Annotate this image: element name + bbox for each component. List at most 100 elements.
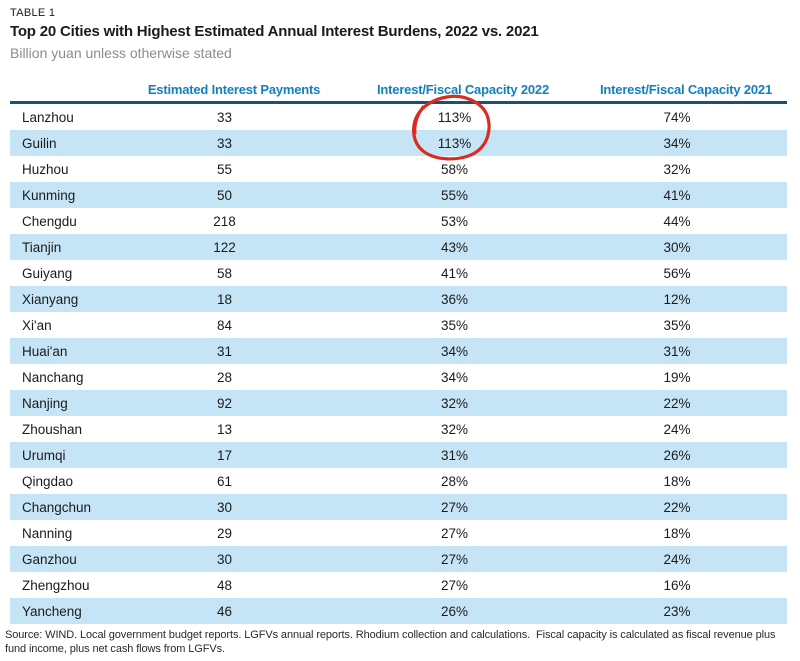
table-row: Ganzhou 30 27% 24%: [10, 546, 787, 572]
interest-fiscal-capacity-2021-cell: 74%: [663, 109, 691, 125]
city-cell: Zhoushan: [22, 421, 83, 437]
interest-fiscal-capacity-2021-cell: 56%: [663, 265, 691, 281]
city-cell: Qingdao: [22, 473, 74, 489]
city-cell: Nanjing: [22, 395, 68, 411]
table-row: Xianyang 18 36% 12%: [10, 286, 787, 312]
estimated-interest-payments-cell: 61: [216, 473, 233, 489]
city-cell: Huzhou: [22, 161, 69, 177]
column-header-interest-fiscal-capacity-2022: Interest/Fiscal Capacity 2022: [377, 82, 549, 97]
table-title: Top 20 Cities with Highest Estimated Ann…: [10, 23, 539, 40]
city-cell: Chengdu: [22, 213, 77, 229]
estimated-interest-payments-cell: 122: [213, 239, 236, 255]
interest-fiscal-capacity-2021-cell: 30%: [663, 239, 691, 255]
table-number-label: TABLE 1: [10, 7, 56, 19]
interest-fiscal-capacity-2022-cell: 31%: [440, 447, 469, 463]
estimated-interest-payments-cell: 55: [216, 161, 233, 177]
interest-fiscal-capacity-2022-cell: 27%: [440, 577, 469, 593]
interest-fiscal-capacity-2021-cell: 44%: [663, 213, 691, 229]
table-row: Nanning 29 27% 18%: [10, 520, 787, 546]
table-row: Qingdao 61 28% 18%: [10, 468, 787, 494]
estimated-interest-payments-cell: 33: [216, 109, 233, 125]
estimated-interest-payments-cell: 46: [216, 603, 233, 619]
table-row: Chengdu 218 53% 44%: [10, 208, 787, 234]
interest-fiscal-capacity-2021-cell: 26%: [663, 447, 691, 463]
interest-fiscal-capacity-2022-cell: 53%: [440, 213, 469, 229]
interest-fiscal-capacity-2022-cell: 113%: [437, 135, 472, 151]
table-row: Lanzhou 33 113% 74%: [10, 104, 787, 130]
table-row: Yancheng 46 26% 23%: [10, 598, 787, 624]
interest-fiscal-capacity-2021-cell: 22%: [663, 499, 691, 515]
estimated-interest-payments-cell: 18: [216, 291, 233, 307]
interest-fiscal-capacity-2021-cell: 12%: [663, 291, 691, 307]
interest-fiscal-capacity-2021-cell: 18%: [663, 525, 691, 541]
city-cell: Guilin: [22, 135, 57, 151]
interest-fiscal-capacity-2022-cell: 35%: [440, 317, 469, 333]
table-row: Guiyang 58 41% 56%: [10, 260, 787, 286]
header-rule: [10, 101, 787, 104]
city-cell: Zhengzhou: [22, 577, 90, 593]
interest-fiscal-capacity-2021-cell: 34%: [663, 135, 691, 151]
interest-fiscal-capacity-2022-cell: 41%: [440, 265, 469, 281]
estimated-interest-payments-cell: 30: [216, 499, 233, 515]
table-row: Changchun 30 27% 22%: [10, 494, 787, 520]
interest-fiscal-capacity-2022-cell: 34%: [440, 369, 469, 385]
estimated-interest-payments-cell: 48: [216, 577, 233, 593]
interest-fiscal-capacity-2022-cell: 26%: [440, 603, 469, 619]
interest-fiscal-capacity-2022-cell: 43%: [440, 239, 469, 255]
table-row: Huzhou 55 58% 32%: [10, 156, 787, 182]
interest-fiscal-capacity-2022-cell: 55%: [440, 187, 469, 203]
interest-fiscal-capacity-2021-cell: 22%: [663, 395, 691, 411]
interest-fiscal-capacity-2022-cell: 34%: [440, 343, 469, 359]
city-cell: Huai'an: [22, 343, 68, 359]
city-cell: Changchun: [22, 499, 92, 515]
city-cell: Nanchang: [22, 369, 84, 385]
estimated-interest-payments-cell: 92: [216, 395, 233, 411]
interest-fiscal-capacity-2021-cell: 24%: [663, 551, 691, 567]
table-subtitle: Billion yuan unless otherwise stated: [10, 45, 232, 61]
table-row: Huai'an 31 34% 31%: [10, 338, 787, 364]
table-row: Nanjing 92 32% 22%: [10, 390, 787, 416]
interest-fiscal-capacity-2021-cell: 24%: [663, 421, 691, 437]
interest-fiscal-capacity-2022-cell: 28%: [440, 473, 469, 489]
city-cell: Xianyang: [22, 291, 79, 307]
interest-fiscal-capacity-2021-cell: 31%: [663, 343, 691, 359]
interest-fiscal-capacity-2022-cell: 32%: [440, 395, 469, 411]
city-cell: Ganzhou: [22, 551, 77, 567]
interest-fiscal-capacity-2022-cell: 27%: [440, 525, 469, 541]
estimated-interest-payments-cell: 29: [216, 525, 233, 541]
estimated-interest-payments-cell: 13: [216, 421, 233, 437]
interest-fiscal-capacity-2022-cell: 36%: [440, 291, 469, 307]
data-table: Estimated Interest Payments Interest/Fis…: [10, 76, 787, 624]
column-header-estimated-interest-payments: Estimated Interest Payments: [147, 82, 321, 97]
table-row: Urumqi 17 31% 26%: [10, 442, 787, 468]
interest-fiscal-capacity-2022-cell: 58%: [440, 161, 469, 177]
interest-fiscal-capacity-2022-cell: 113%: [437, 109, 472, 125]
interest-fiscal-capacity-2021-cell: 32%: [663, 161, 691, 177]
estimated-interest-payments-cell: 31: [216, 343, 233, 359]
city-cell: Urumqi: [22, 447, 66, 463]
interest-fiscal-capacity-2021-cell: 19%: [663, 369, 691, 385]
city-cell: Xi'an: [22, 317, 52, 333]
estimated-interest-payments-cell: 84: [216, 317, 233, 333]
estimated-interest-payments-cell: 28: [216, 369, 233, 385]
interest-fiscal-capacity-2021-cell: 41%: [663, 187, 691, 203]
column-header-interest-fiscal-capacity-2021: Interest/Fiscal Capacity 2021: [600, 82, 772, 97]
table-row: Nanchang 28 34% 19%: [10, 364, 787, 390]
estimated-interest-payments-cell: 218: [213, 213, 236, 229]
table-row: Xi'an 84 35% 35%: [10, 312, 787, 338]
interest-fiscal-capacity-2022-cell: 27%: [440, 499, 469, 515]
table-body: Lanzhou 33 113% 74% Guilin 33 113% 34% H…: [10, 104, 787, 624]
city-cell: Tianjin: [22, 239, 62, 255]
estimated-interest-payments-cell: 58: [216, 265, 233, 281]
interest-fiscal-capacity-2022-cell: 32%: [440, 421, 469, 437]
estimated-interest-payments-cell: 17: [216, 447, 233, 463]
source-note: Source: WIND. Local government budget re…: [5, 629, 779, 655]
interest-fiscal-capacity-2021-cell: 18%: [663, 473, 691, 489]
city-cell: Yancheng: [22, 603, 82, 619]
interest-fiscal-capacity-2021-cell: 23%: [663, 603, 691, 619]
interest-fiscal-capacity-2022-cell: 27%: [440, 551, 469, 567]
table-row: Zhoushan 13 32% 24%: [10, 416, 787, 442]
estimated-interest-payments-cell: 33: [216, 135, 233, 151]
table-row: Guilin 33 113% 34%: [10, 130, 787, 156]
